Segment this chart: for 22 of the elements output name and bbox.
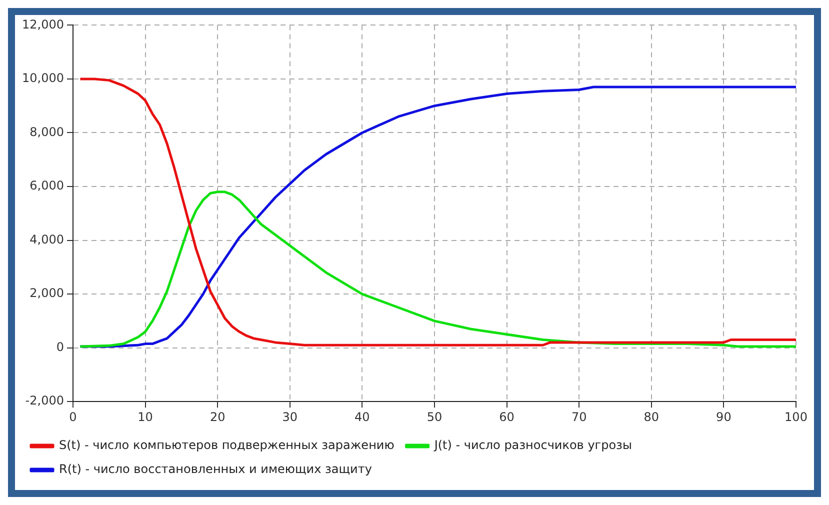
x-tick-label: 70 (571, 410, 587, 424)
y-tick-label: -2,000 (25, 394, 64, 408)
legend-label: S(t) - число компьютеров подверженных заражению (59, 438, 394, 452)
y-tick-label: 12,000 (22, 17, 64, 32)
x-tick-label: 40 (354, 410, 370, 424)
x-tick-label: 0 (69, 410, 77, 424)
x-tick-label: 50 (426, 410, 442, 424)
x-tick-label: 20 (210, 410, 226, 424)
y-tick-label: 8,000 (30, 124, 64, 139)
y-tick-label: 6,000 (30, 178, 64, 193)
legend-label: R(t) - число восстановленных и имеющих защиту (59, 462, 372, 476)
x-tick-label: 80 (644, 410, 660, 424)
x-tick-label: 90 (716, 410, 732, 424)
x-tick-label: 60 (499, 410, 514, 424)
y-tick-label: 10,000 (22, 71, 64, 86)
legend-label: J(t) - число разносчиков угрозы (433, 438, 632, 452)
y-tick-label: 2,000 (30, 286, 64, 300)
x-tick-label: 10 (138, 410, 153, 424)
y-tick-label: 0 (56, 340, 64, 354)
y-tick-label: 4,000 (30, 232, 64, 246)
x-tick-label: 100 (784, 410, 808, 424)
x-tick-label: 30 (282, 410, 298, 424)
